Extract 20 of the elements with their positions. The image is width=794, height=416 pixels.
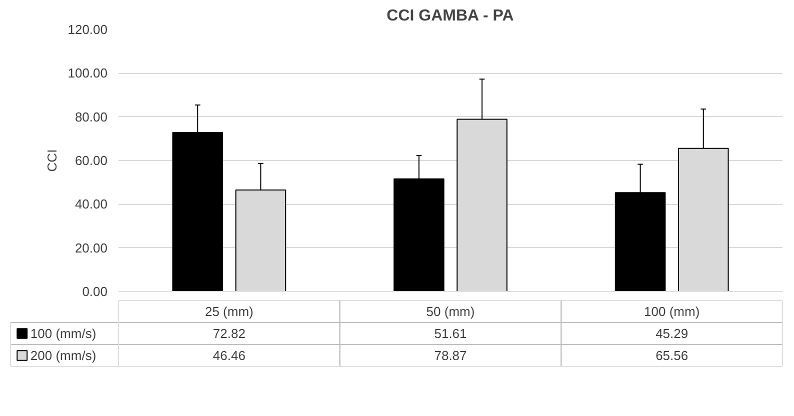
- y-tick-label: 20.00: [74, 240, 108, 256]
- y-tick-label: 80.00: [74, 109, 108, 124]
- y-tick-label: 120.00: [68, 22, 108, 37]
- data-label: 45.29: [656, 326, 688, 341]
- y-axis-title: CCI: [44, 149, 60, 172]
- y-tick-label: 100.00: [68, 66, 108, 81]
- y-tick-label: 0.00: [82, 284, 108, 299]
- data-label: 51.61: [434, 326, 467, 341]
- chart-title: CCI GAMBA - PA: [386, 8, 514, 24]
- x-tick-label: 100 (mm): [644, 304, 700, 319]
- data-label: 46.46: [212, 348, 246, 363]
- x-tick-label: 25 (mm): [204, 304, 254, 319]
- legend-label: 200 (mm/s): [30, 348, 96, 363]
- data-label: 78.87: [434, 348, 467, 363]
- data-label: 72.82: [212, 326, 246, 341]
- data-label: 65.56: [656, 348, 688, 363]
- x-tick-label: 50 (mm): [426, 304, 475, 319]
- legend-label: 100 (mm/s): [30, 326, 96, 341]
- y-tick-label: 40.00: [74, 196, 108, 212]
- y-tick-label: 60.00: [74, 153, 108, 168]
